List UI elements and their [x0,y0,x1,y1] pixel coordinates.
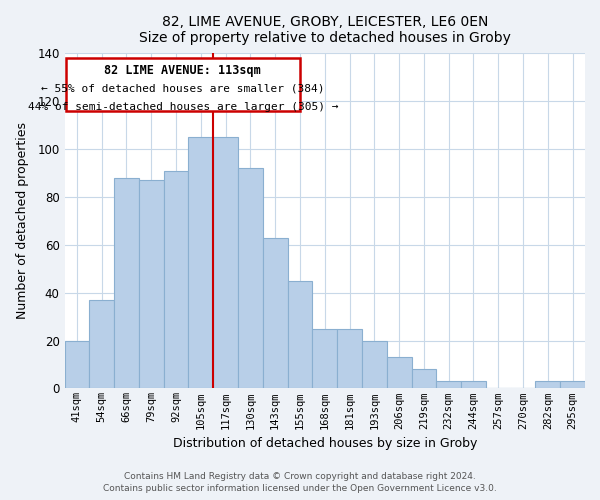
Title: 82, LIME AVENUE, GROBY, LEICESTER, LE6 0EN
Size of property relative to detached: 82, LIME AVENUE, GROBY, LEICESTER, LE6 0… [139,15,511,45]
Bar [387,358,412,388]
Bar [412,369,436,388]
FancyBboxPatch shape [66,58,300,111]
Bar [287,280,313,388]
Text: Contains HM Land Registry data © Crown copyright and database right 2024.: Contains HM Land Registry data © Crown c… [124,472,476,481]
Bar [535,381,560,388]
Bar [436,381,461,388]
Text: 44% of semi-detached houses are larger (305) →: 44% of semi-detached houses are larger (… [28,102,338,113]
Bar [213,137,238,388]
Bar [362,340,387,388]
Bar [313,328,337,388]
Text: ← 55% of detached houses are smaller (384): ← 55% of detached houses are smaller (38… [41,83,325,93]
Bar [337,328,362,388]
Y-axis label: Number of detached properties: Number of detached properties [16,122,29,320]
Bar [65,340,89,388]
Text: Contains public sector information licensed under the Open Government Licence v3: Contains public sector information licen… [103,484,497,493]
Bar [461,381,486,388]
Bar [139,180,164,388]
Text: 82 LIME AVENUE: 113sqm: 82 LIME AVENUE: 113sqm [104,64,261,77]
Bar [89,300,114,388]
Bar [114,178,139,388]
Bar [560,381,585,388]
Bar [263,238,287,388]
Bar [164,170,188,388]
X-axis label: Distribution of detached houses by size in Groby: Distribution of detached houses by size … [173,437,477,450]
Bar [188,137,213,388]
Bar [238,168,263,388]
